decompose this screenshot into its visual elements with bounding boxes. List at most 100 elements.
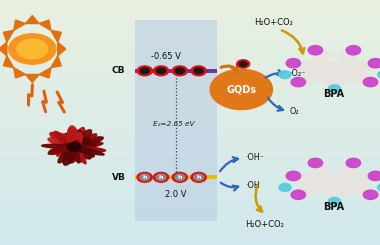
- Ellipse shape: [70, 133, 82, 152]
- Ellipse shape: [49, 144, 82, 153]
- Circle shape: [353, 72, 371, 84]
- Bar: [0, 208, 380, 211]
- Bar: [0, 37, 380, 39]
- Bar: [0, 86, 380, 88]
- Bar: [0, 194, 380, 196]
- Bar: [0, 191, 380, 194]
- Bar: [0, 29, 380, 32]
- Bar: [0, 47, 380, 49]
- Ellipse shape: [68, 144, 94, 157]
- Circle shape: [354, 174, 372, 186]
- Circle shape: [175, 68, 184, 74]
- Polygon shape: [39, 68, 51, 78]
- Circle shape: [368, 171, 380, 181]
- Circle shape: [296, 61, 315, 73]
- Polygon shape: [39, 20, 51, 30]
- Bar: [0, 169, 380, 171]
- FancyArrowPatch shape: [268, 98, 283, 111]
- Ellipse shape: [70, 141, 86, 164]
- Bar: [0, 113, 380, 115]
- Ellipse shape: [55, 131, 81, 152]
- Bar: [0, 74, 380, 76]
- Text: H₂O+CO₂: H₂O+CO₂: [254, 18, 293, 26]
- Circle shape: [368, 59, 380, 68]
- Circle shape: [325, 189, 344, 200]
- Bar: [0, 27, 380, 29]
- Bar: [0, 83, 380, 86]
- FancyArrowPatch shape: [221, 183, 238, 190]
- Ellipse shape: [57, 135, 80, 151]
- FancyArrowPatch shape: [256, 185, 262, 212]
- Bar: [0, 157, 380, 159]
- Bar: [0, 211, 380, 213]
- Circle shape: [296, 174, 315, 186]
- Bar: [0, 20, 380, 22]
- Text: 2.0 V: 2.0 V: [165, 190, 187, 198]
- Ellipse shape: [69, 142, 83, 162]
- FancyArrowPatch shape: [221, 64, 237, 72]
- Text: ·OH⁻: ·OH⁻: [245, 153, 264, 162]
- Ellipse shape: [68, 130, 92, 153]
- Bar: [0, 172, 380, 174]
- Circle shape: [286, 171, 301, 181]
- Bar: [0, 228, 380, 230]
- Circle shape: [325, 175, 344, 187]
- Bar: [0, 64, 380, 66]
- Ellipse shape: [64, 134, 78, 152]
- Text: E₂=2.65 eV: E₂=2.65 eV: [154, 121, 195, 127]
- Circle shape: [140, 174, 150, 181]
- Ellipse shape: [68, 128, 77, 153]
- Circle shape: [309, 171, 328, 183]
- Bar: [0, 196, 380, 198]
- Circle shape: [363, 77, 378, 87]
- Bar: [0, 223, 380, 225]
- Bar: [0, 152, 380, 154]
- Circle shape: [137, 66, 152, 76]
- Bar: [0, 100, 380, 103]
- Circle shape: [308, 158, 323, 168]
- Bar: [0, 2, 380, 5]
- FancyArrowPatch shape: [220, 157, 238, 171]
- Bar: [0, 240, 380, 243]
- Text: h: h: [177, 175, 182, 180]
- Circle shape: [354, 61, 372, 73]
- Circle shape: [339, 163, 357, 174]
- Bar: [0, 149, 380, 152]
- Circle shape: [286, 59, 301, 68]
- Bar: [0, 59, 380, 61]
- Bar: [0, 174, 380, 176]
- Bar: [0, 184, 380, 186]
- Bar: [0, 198, 380, 201]
- FancyArrowPatch shape: [282, 30, 304, 53]
- Text: h: h: [196, 175, 201, 180]
- Ellipse shape: [67, 144, 95, 157]
- Circle shape: [312, 163, 330, 174]
- Circle shape: [298, 185, 316, 196]
- Ellipse shape: [70, 127, 85, 154]
- Circle shape: [341, 171, 359, 183]
- Bar: [0, 130, 380, 132]
- Bar: [0, 125, 380, 127]
- Polygon shape: [3, 30, 14, 42]
- Polygon shape: [14, 68, 25, 78]
- Ellipse shape: [68, 143, 92, 157]
- Bar: [0, 154, 380, 157]
- Ellipse shape: [68, 141, 91, 149]
- Bar: [0, 51, 380, 54]
- Bar: [0, 189, 380, 191]
- Bar: [0, 56, 380, 59]
- Bar: [0, 176, 380, 179]
- Circle shape: [363, 190, 378, 199]
- Circle shape: [67, 143, 81, 151]
- Polygon shape: [51, 30, 61, 42]
- Text: H₂O+CO₂: H₂O+CO₂: [245, 220, 283, 229]
- Ellipse shape: [60, 144, 79, 154]
- Ellipse shape: [68, 144, 78, 156]
- Bar: [0, 206, 380, 208]
- Ellipse shape: [66, 134, 97, 152]
- Ellipse shape: [71, 138, 81, 150]
- Bar: [0, 93, 380, 96]
- Ellipse shape: [63, 145, 78, 152]
- Ellipse shape: [51, 132, 82, 152]
- Polygon shape: [0, 42, 7, 56]
